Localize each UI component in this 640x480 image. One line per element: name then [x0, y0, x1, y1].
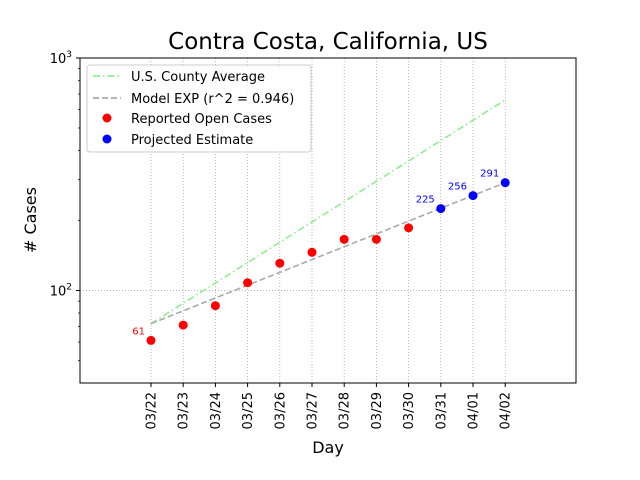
point-reported-open-cases-03-29: [371, 234, 381, 244]
data-label-03-31: 225: [416, 195, 435, 206]
y-axis-label: # Cases: [21, 187, 40, 253]
data-label-03-22: 61: [132, 326, 145, 337]
legend-label-reported-cases: Reported Open Cases: [131, 112, 272, 127]
point-reported-open-cases-03-27: [307, 247, 317, 257]
point-projected-estimate-03-31: [436, 204, 446, 214]
x-tick-label: 04/01: [467, 392, 482, 429]
line-u-s-county-average: [150, 99, 506, 325]
x-tick-label: 03/31: [434, 392, 449, 429]
x-tick-label: 03/25: [241, 392, 256, 429]
legend-label-county-average: U.S. County Average: [131, 70, 265, 85]
y-axis: 102 103: [50, 50, 80, 361]
chart-title: Contra Costa, California, US: [168, 29, 488, 55]
y-tick-label: 102: [50, 282, 72, 299]
line-model-exp-r-2-0-946: [150, 181, 506, 325]
x-tick-label: 03/28: [338, 392, 353, 429]
x-tick-label: 03/29: [370, 392, 385, 429]
point-reported-open-cases-03-28: [339, 234, 349, 244]
x-tick-label: 03/22: [145, 392, 160, 429]
x-tick-label: 04/02: [499, 392, 514, 429]
x-tick-label: 03/30: [402, 392, 417, 429]
point-reported-open-cases-03-22: [146, 335, 156, 345]
legend-label-model-exp: Model EXP (r^2 = 0.946): [131, 92, 294, 107]
point-reported-open-cases-03-23: [178, 320, 188, 330]
legend-swatch-projected-estimate: [102, 134, 112, 144]
x-tick-label: 03/26: [273, 392, 288, 429]
legend-swatch-reported-cases: [102, 113, 112, 123]
legend: U.S. County Average Model EXP (r^2 = 0.9…: [86, 64, 312, 153]
data-label-04-01: 256: [448, 182, 467, 193]
point-projected-estimate-04-02: [500, 178, 510, 188]
series-layer: [150, 99, 506, 325]
legend-label-projected-estimate: Projected Estimate: [131, 133, 253, 148]
annotations: 61 225 256 291: [132, 169, 499, 338]
point-reported-open-cases-03-30: [404, 223, 414, 233]
x-tick-label: 03/27: [306, 392, 321, 429]
x-axis-label: Day: [312, 438, 344, 457]
x-tick-label: 03/23: [177, 392, 192, 429]
y-tick-label: 103: [50, 50, 72, 67]
point-reported-open-cases-03-25: [243, 278, 253, 288]
point-reported-open-cases-03-24: [210, 301, 220, 311]
legend-box: [86, 64, 312, 153]
markers: [146, 178, 510, 345]
x-tick-label: 03/24: [209, 392, 224, 429]
data-label-04-02: 291: [480, 169, 499, 180]
point-reported-open-cases-03-26: [275, 258, 285, 268]
x-axis: 03/22 03/23 03/24 03/25 03/26 03/27 03/28 03/29…: [145, 383, 514, 429]
point-projected-estimate-04-01: [468, 191, 478, 201]
